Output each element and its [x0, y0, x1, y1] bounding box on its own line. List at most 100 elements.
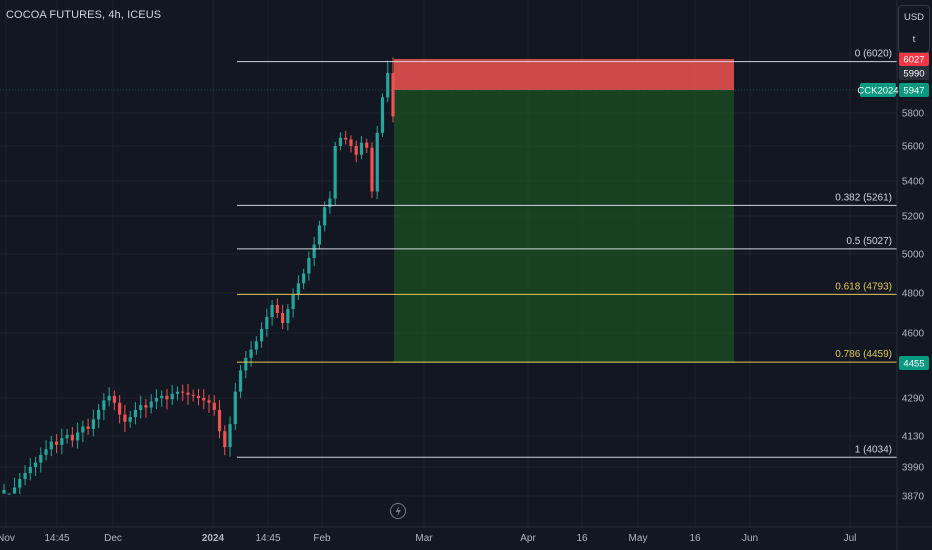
candle-body — [60, 438, 64, 445]
price-axis-label: 5400 — [902, 177, 925, 188]
candle-body — [39, 454, 43, 463]
candle-body — [249, 349, 253, 358]
candle-body — [97, 409, 101, 420]
price-tag-text: 6027 — [903, 55, 924, 66]
candle-body — [349, 139, 353, 146]
candle-body — [65, 434, 69, 439]
candle-body — [196, 395, 201, 398]
candle-body — [23, 473, 27, 480]
candle-body — [333, 146, 337, 199]
currency-selector[interactable]: USD t — [898, 5, 930, 53]
candle-body — [365, 142, 369, 148]
candle-body — [54, 441, 59, 445]
candle-body — [123, 414, 127, 422]
candle-body — [386, 73, 390, 98]
candle-body — [33, 462, 38, 467]
currency-label: USD — [903, 12, 925, 23]
candle-body — [338, 137, 343, 146]
candle-body — [328, 198, 332, 208]
fibonacci-retracement[interactable]: 0 (6020) 0.382 (5261) 0.5 (5027) 0.618 (479… — [237, 49, 897, 458]
candle-body — [323, 207, 327, 226]
candle-body — [286, 309, 290, 323]
candle-body — [375, 132, 379, 192]
price-tag-text: CCK2024 — [857, 86, 898, 97]
candle-body — [212, 402, 216, 410]
price-axis-label: 4130 — [902, 432, 925, 443]
candle-body — [233, 391, 237, 425]
price-tag-text: 5990 — [903, 69, 924, 80]
price-axis-label: 4600 — [902, 329, 925, 340]
time-axis-label: 16 — [689, 533, 701, 544]
price-axis-label: 4800 — [902, 289, 925, 300]
candle-body — [7, 493, 11, 495]
candle-body — [102, 400, 106, 410]
candle-body — [259, 329, 264, 342]
time-axis-label: Feb — [313, 533, 331, 544]
candle-body — [165, 395, 169, 400]
candle-body — [181, 391, 185, 393]
candle-body — [275, 305, 279, 313]
candle-body — [265, 317, 269, 329]
candle-body — [91, 419, 95, 429]
candle-body — [354, 146, 358, 155]
lightning-icon[interactable] — [390, 503, 406, 519]
price-tag-target: 4455 — [899, 356, 929, 370]
candle-body — [317, 225, 322, 245]
take-profit-zone — [394, 90, 734, 363]
candle-body — [12, 487, 17, 494]
candle-body — [44, 449, 48, 455]
price-tags: 6027 5990 5947 CCK2024 4455 — [857, 52, 929, 370]
candle-body — [307, 257, 311, 274]
candle-body — [18, 479, 22, 488]
time-axis-label: 14:45 — [255, 533, 280, 544]
candle-body — [75, 432, 80, 441]
price-axis[interactable]: 3870 3990 4130 4290 4600 4800 5000 5200 5400 5600… — [896, 0, 925, 550]
price-tag-text: 5947 — [903, 86, 924, 97]
candle-body — [281, 313, 285, 323]
candle-body — [107, 395, 111, 401]
candle-body — [86, 426, 90, 429]
price-tag-current: 5990 — [899, 66, 929, 80]
time-axis-label: Apr — [520, 533, 536, 544]
candle-body — [149, 401, 153, 408]
candle-body — [70, 434, 74, 441]
price-tag-entry: 5947 — [899, 83, 929, 97]
time-axis-label: Nov — [0, 533, 15, 544]
price-tag-stop: 6027 — [899, 52, 929, 66]
lightning-icon-glyph — [395, 505, 401, 517]
time-axis-label: 2024 — [202, 533, 225, 544]
price-axis-label: 5600 — [902, 142, 925, 153]
candle-body — [191, 394, 195, 396]
fib-level-label: 0 (6020) — [855, 49, 892, 60]
candle-body — [154, 398, 159, 402]
candle-body — [223, 431, 227, 448]
candle-body — [112, 395, 116, 403]
price-axis-label: 3990 — [902, 463, 925, 474]
price-axis-label: 5000 — [902, 250, 925, 261]
candle-body — [128, 417, 132, 422]
candle-body — [312, 244, 316, 258]
time-axis-label: Jul — [844, 533, 857, 544]
candle-body — [133, 409, 138, 417]
time-axis-label: Jun — [742, 533, 758, 544]
time-axis[interactable]: Nov 14:45 Dec 2024 14:45 Feb Mar Apr 16 May 16 Jun J… — [0, 526, 932, 544]
time-axis-label: May — [629, 533, 648, 544]
candle-body — [186, 392, 190, 395]
candle-body — [370, 147, 374, 192]
fib-level-label: 0.382 (5261) — [835, 192, 892, 203]
candle-body — [81, 426, 85, 433]
fib-level-label: 0.618 (4793) — [835, 281, 892, 292]
candle-body — [160, 395, 164, 398]
candlestick-series — [2, 57, 395, 495]
candle-body — [359, 142, 364, 155]
candle-body — [296, 283, 300, 295]
candle-body — [207, 400, 211, 403]
stop-loss-zone — [394, 59, 734, 90]
time-axis-label: 16 — [576, 533, 588, 544]
currency-unit: t — [912, 34, 916, 45]
candle-body — [228, 424, 232, 448]
candle-body — [380, 97, 385, 133]
candle-body — [391, 73, 395, 117]
price-axis-label: 4290 — [902, 394, 925, 405]
